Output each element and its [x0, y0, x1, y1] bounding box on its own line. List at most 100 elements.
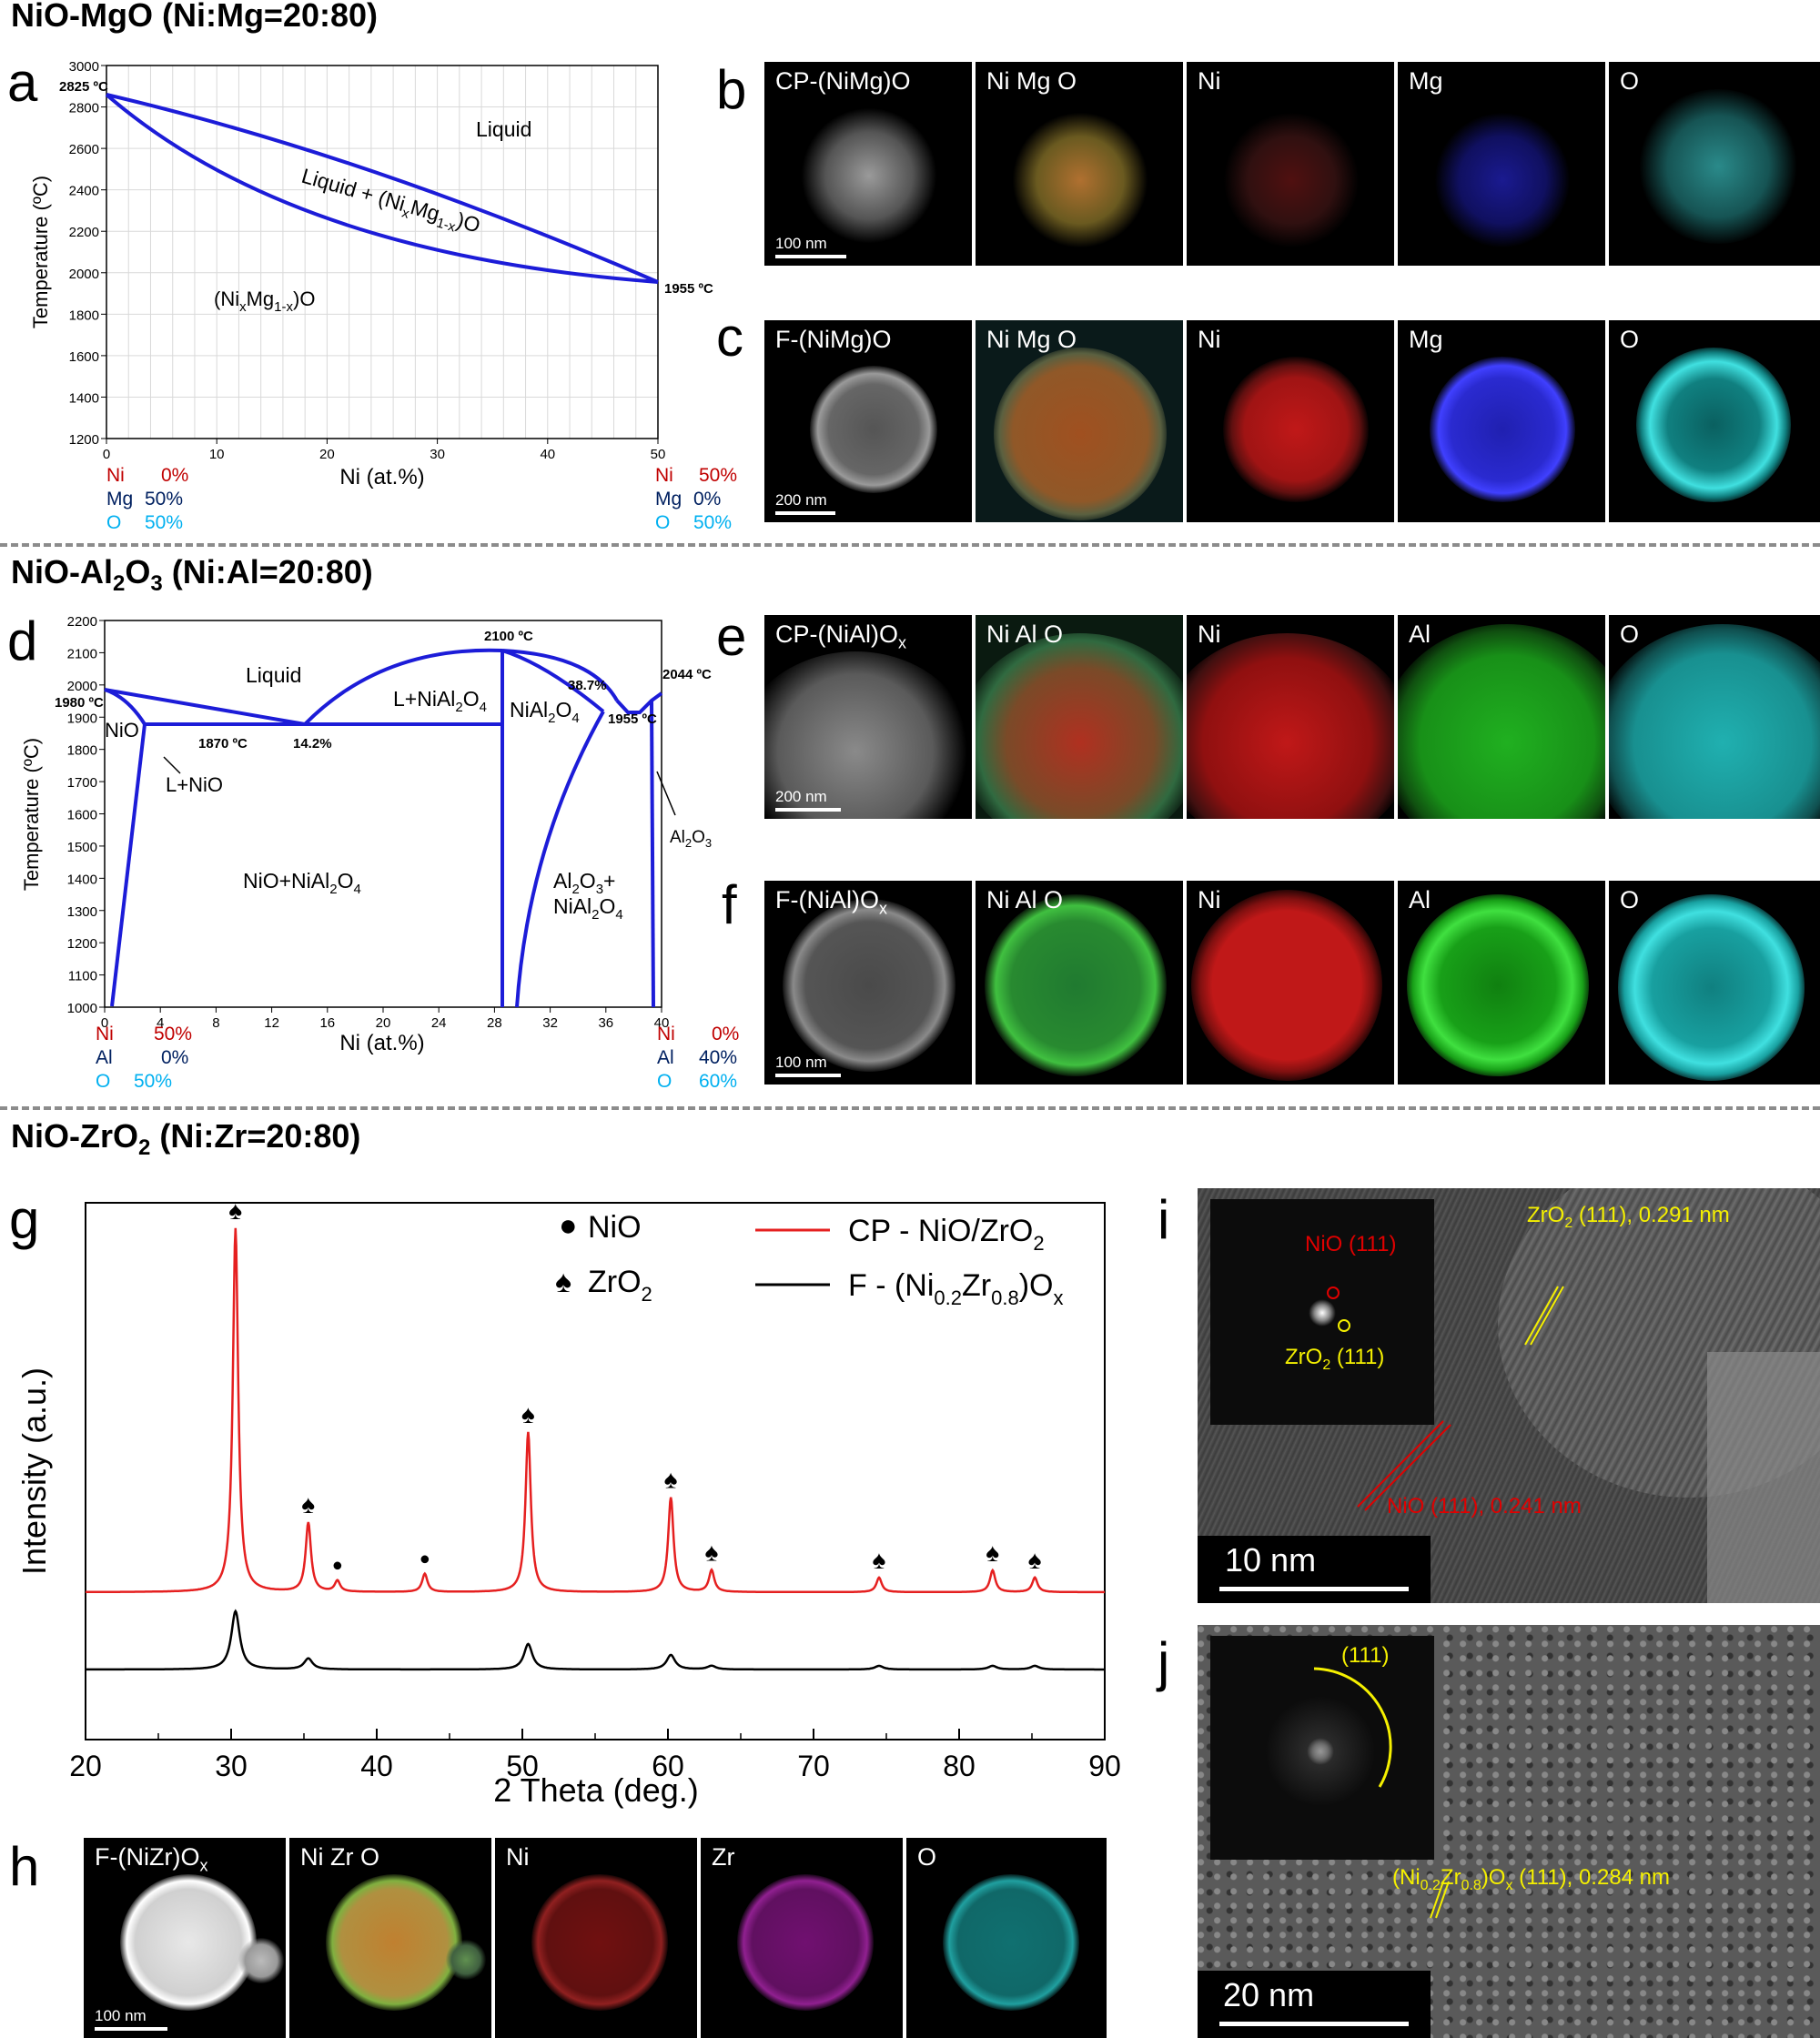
x-tick-label: 40 — [654, 1015, 670, 1031]
xrd-series-1 — [86, 1609, 1105, 1671]
nio-lattice-label: NiO (111), 0.241 nm — [1387, 1494, 1582, 1518]
phase-diagram-nio-al2o3: 1000 1100 1200 1300 1400 1500 1600 1700 1800 1900… — [20, 614, 712, 1055]
composition-label-38-7: 38.7% — [568, 678, 607, 693]
eds-tile-o: O — [1609, 320, 1820, 522]
region-solid-solution: (NixMg1-x)O — [214, 288, 315, 315]
x-tick-label: 30 — [215, 1750, 248, 1782]
lattice-marker — [1430, 1881, 1450, 1919]
composition-right-a: Ni 50% Mg 0% O 50% — [655, 465, 738, 533]
temp-label-2100: 2100 ºC — [484, 629, 533, 644]
panel-label-b: b — [716, 59, 747, 120]
y-tick-label: 3000 — [69, 59, 99, 75]
eds-tile-ni: Ni — [1187, 615, 1394, 819]
xrd-chart: 20 30 40 50 60 70 80 90 ♠ ♠ ♠ ♠ ♠ ♠ ♠ ♠ ● ● Intensity (a… — [15, 1196, 1121, 1809]
hrtem-image-cp: NiO (111) ZrO2 (111) ZrO2 (111), 0.291 n… — [1198, 1188, 1820, 1603]
y-tick-label: 2200 — [67, 614, 97, 630]
xrd-series-0 — [86, 1227, 1105, 1594]
y-axis-label: Intensity (a.u.) — [15, 1367, 53, 1575]
y-tick-label: 1900 — [67, 711, 97, 726]
phase-boundaries — [104, 648, 663, 1008]
nio-lattice-marker — [1357, 1420, 1451, 1511]
scale-bar-box: 20 nm — [1198, 1971, 1431, 2038]
tem-tile-f-nialox: F-(NiAl)Ox 100 nm — [764, 881, 972, 1085]
zro2-peak-marker: ♠ — [1028, 1546, 1042, 1574]
temp-label-1955: 1955 ºC — [608, 711, 657, 727]
tem-tile-f-nizrox: F-(NiZr)Ox 100 nm — [84, 1838, 286, 2038]
eds-tile-ni-zr-o: Ni Zr O — [289, 1838, 491, 2038]
region-l-nial2o4: L+NiAl2O4 — [393, 687, 487, 715]
nio-fft-label: NiO (111) — [1305, 1232, 1397, 1256]
legend-zro2-marker: ♠ — [555, 1265, 571, 1299]
panel-label-d: d — [7, 610, 38, 671]
region-two-phase: Liquid + (NixMg1-x)O — [298, 164, 483, 242]
eds-tile-o: O — [1609, 881, 1820, 1085]
y-tick-label: 2400 — [69, 184, 99, 199]
composition-label-14-2: 14.2% — [293, 736, 332, 752]
scale-bar: 200 nm — [775, 491, 835, 515]
region-nio-nial2o4: NiO+NiAl2O4 — [243, 869, 361, 897]
temp-label-1980: 1980 ºC — [55, 695, 104, 711]
tem-tile-cp-nimgo: CP-(NiMg)O 100 nm — [764, 62, 972, 266]
legend-f-label: F - (Ni0.2Zr0.8)Ox — [848, 1268, 1063, 1309]
eds-tile-ni: Ni — [1187, 62, 1394, 266]
y-tick-label: 1200 — [67, 936, 97, 952]
x-tick-label: 70 — [797, 1750, 830, 1782]
eds-tile-mg: Mg — [1398, 320, 1605, 522]
x-tick-label: 4 — [157, 1015, 164, 1031]
solidus-curve — [105, 93, 659, 284]
y-tick-label: 1800 — [67, 743, 97, 759]
x-tick-label: 80 — [943, 1750, 976, 1782]
eds-tile-o: O — [906, 1838, 1107, 2038]
x-tick-label: 90 — [1088, 1750, 1121, 1782]
nio-peak-marker: ● — [332, 1556, 343, 1576]
y-tick-label: 2600 — [69, 142, 99, 157]
scale-bar: 100 nm — [95, 2007, 167, 2031]
composition-right-d: Ni 0% Al 40% O 60% — [657, 1024, 740, 1092]
zro2-peak-marker: ♠ — [986, 1539, 999, 1567]
y-axis-label: Temperature (ºC) — [29, 176, 52, 328]
scale-bar: 100 nm — [775, 1054, 841, 1077]
y-tick-label: 1700 — [67, 775, 97, 791]
scale-bar: 100 nm — [775, 235, 846, 258]
tem-tile-cp-nialox: CP-(NiAl)Ox 200 nm — [764, 615, 972, 819]
x-tick-label: 16 — [319, 1015, 335, 1031]
eds-tile-ni-al-o: Ni Al O — [976, 881, 1183, 1085]
panel-label-e: e — [716, 606, 747, 667]
x-tick-label: 30 — [430, 447, 445, 462]
y-tick-label: 1600 — [67, 808, 97, 823]
y-tick-label: 1200 — [69, 432, 99, 448]
zro2-lattice-label: ZrO2 (111), 0.291 nm — [1527, 1203, 1730, 1231]
temp-label-1870: 1870 ºC — [198, 736, 248, 752]
fft-inset — [1210, 1199, 1434, 1425]
panel-label-a: a — [7, 52, 38, 113]
x-tick-label: 36 — [598, 1015, 613, 1031]
panel-label-i: i — [1158, 1189, 1170, 1250]
fft-ring-label: (111) — [1341, 1643, 1390, 1668]
liquidus-curve — [106, 93, 659, 284]
eds-tile-mg: Mg — [1398, 62, 1605, 266]
region-liquid: Liquid — [246, 663, 301, 687]
temp-label-2825: 2825 ºC — [59, 79, 108, 95]
legend-nio-label: NiO — [588, 1210, 642, 1245]
legend-zro2-label: ZrO2 — [588, 1265, 652, 1306]
region-nio: NiO — [105, 719, 139, 742]
x-tick-label: 28 — [487, 1015, 502, 1031]
panel-label-h: h — [9, 1836, 40, 1897]
x-tick-label: 0 — [101, 1015, 108, 1031]
eds-tile-ni-mg-o: Ni Mg O — [976, 62, 1183, 266]
x-tick-label: 10 — [209, 447, 225, 462]
region-nial2o4: NiAl2O4 — [510, 698, 580, 726]
y-tick-label: 1100 — [68, 969, 97, 984]
zro2-peak-marker: ♠ — [873, 1546, 886, 1574]
zro2-peak-marker: ♠ — [664, 1466, 678, 1494]
tem-tile-f-nimgo: F-(NiMg)O 200 nm — [764, 320, 972, 522]
section-title-nio-mgo: NiO-MgO (Ni:Mg=20:80) — [11, 0, 379, 34]
x-tick-label: 50 — [651, 447, 666, 462]
composition-left-a: Ni 0% Mg 50% O 50% — [106, 465, 189, 533]
section-title-nio-al2o3: NiO-Al2O3 (Ni:Al=20:80) — [11, 553, 373, 597]
y-tick-label: 1000 — [67, 1001, 97, 1016]
zro2-peak-marker: ♠ — [521, 1400, 535, 1428]
nio-peak-marker: ● — [420, 1549, 430, 1569]
scale-bar-box: 10 nm — [1198, 1536, 1431, 1603]
eds-tile-ni: Ni — [1187, 320, 1394, 522]
